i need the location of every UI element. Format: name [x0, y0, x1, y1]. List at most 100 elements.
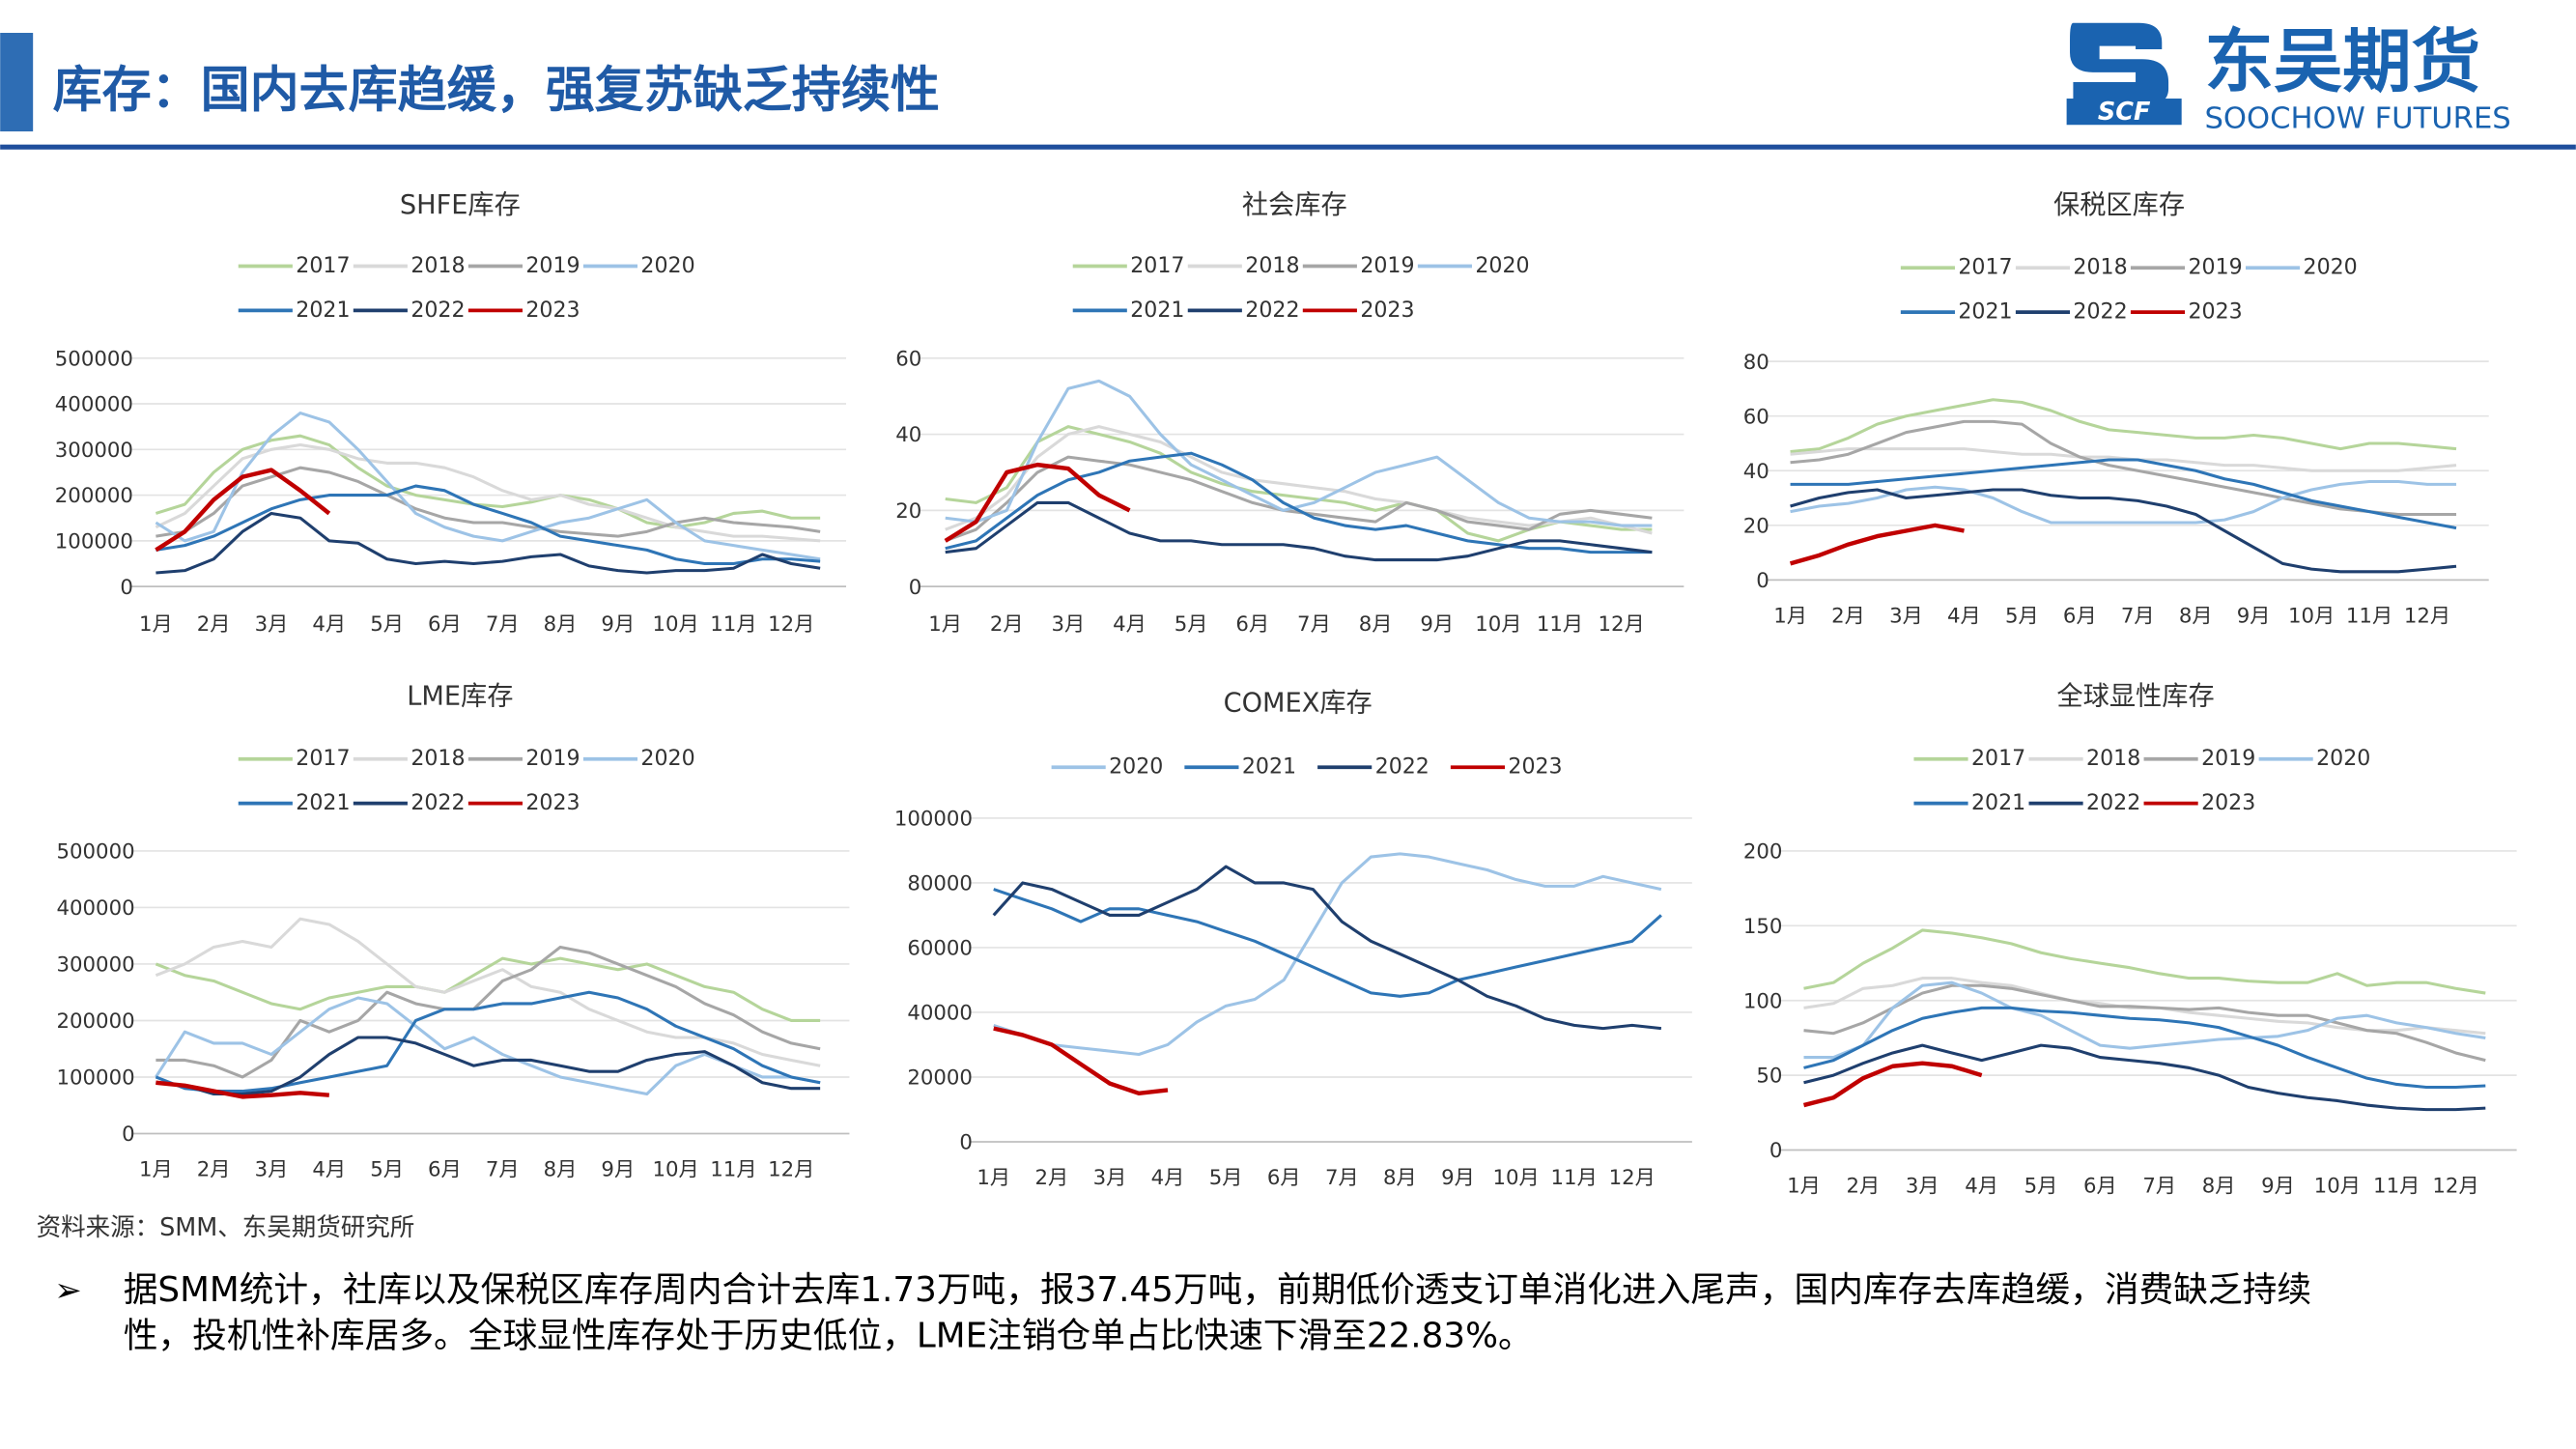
legend-label: 2021 [296, 790, 350, 815]
y-tick-label: 400000 [56, 896, 134, 921]
x-tick-label: 5月 [2024, 1175, 2058, 1199]
x-tick-label: 5月 [1209, 1166, 1243, 1190]
x-tick-label: 2月 [1034, 1166, 1068, 1190]
legend-label: 2019 [1360, 253, 1414, 278]
y-tick-label: 60 [1743, 405, 1769, 429]
y-tick-label: 0 [122, 1122, 135, 1147]
x-tick-label: 3月 [1093, 1166, 1127, 1190]
x-tick-label: 5月 [2005, 605, 2039, 629]
y-tick-label: 60 [895, 347, 921, 371]
legend-label: 2021 [1130, 298, 1184, 323]
y-tick-label: 40 [1743, 460, 1769, 484]
series-line [1790, 479, 2457, 525]
x-tick-label: 1月 [977, 1166, 1010, 1190]
bullet: ➢ [54, 1271, 82, 1310]
legend-label: 2022 [2073, 299, 2127, 325]
legend-label: 2023 [1508, 754, 1562, 780]
x-tick-label: 8月 [2202, 1175, 2236, 1199]
x-tick-label: 9月 [2261, 1175, 2295, 1199]
x-tick-label: 8月 [544, 612, 578, 637]
legend-label: 2018 [2086, 746, 2140, 771]
x-tick-label: 2月 [197, 612, 231, 637]
legend-label: 2019 [2188, 255, 2242, 280]
x-tick-label: 4月 [312, 1158, 346, 1182]
x-tick-label: 4月 [1965, 1175, 1998, 1199]
y-tick-label: 0 [1769, 1139, 1783, 1163]
x-tick-label: 7月 [2121, 605, 2155, 629]
series-line [944, 462, 1131, 543]
x-tick-label: 9月 [601, 1158, 635, 1182]
chart: 保税区库存 0 20 40 60 80 1月 2月 3月 4月 5月 6月 7月 8月 9月 10月 11月 12… [1743, 190, 2489, 629]
y-tick-label: 300000 [55, 439, 133, 463]
x-tick-label: 1月 [1773, 605, 1807, 629]
series-line [155, 996, 821, 1096]
series-line [156, 1036, 821, 1096]
x-tick-label: 11月 [1551, 1166, 1598, 1190]
x-tick-label: 7月 [486, 1158, 520, 1182]
x-tick-label: 12月 [1609, 1166, 1656, 1190]
x-tick-label: 9月 [1441, 1166, 1475, 1190]
legend-label: 2017 [1958, 255, 2012, 280]
y-tick-label: 200000 [55, 484, 133, 508]
legend-label: 2023 [2188, 299, 2242, 325]
legend-label: 2018 [2073, 255, 2127, 280]
x-tick-label: 7月 [1325, 1166, 1359, 1190]
chart: SHFE库存 0 100000 200000 300000 400000 500000 1月 2… [55, 190, 847, 637]
logo-english: SOOCHOW FUTURES [2204, 102, 2510, 136]
x-tick-label: 3月 [1906, 1175, 1939, 1199]
series-line [945, 455, 1653, 543]
series-line [156, 511, 821, 575]
x-tick-label: 1月 [928, 612, 962, 637]
y-tick-label: 20 [895, 499, 921, 524]
x-tick-label: 12月 [2404, 605, 2450, 629]
series-line [945, 379, 1653, 527]
legend-label: 2021 [1242, 754, 1296, 780]
x-tick-label: 4月 [312, 612, 346, 637]
legend-label: 2017 [1971, 746, 2025, 771]
series-line [1803, 983, 2486, 1063]
y-tick-label: 500000 [56, 840, 134, 865]
legend-label: 2017 [1130, 253, 1184, 278]
x-tick-label: 10月 [652, 612, 698, 637]
legend-label: 2018 [410, 746, 465, 771]
x-tick-label: 5月 [370, 1158, 404, 1182]
legend-label: 2023 [525, 298, 580, 323]
x-tick-label: 8月 [2179, 605, 2213, 629]
series-line [155, 468, 331, 553]
series-line [155, 443, 821, 543]
legend-label: 2023 [1360, 298, 1414, 323]
legend-label: 2022 [1375, 754, 1430, 780]
y-tick-label: 20000 [907, 1066, 973, 1091]
y-tick-label: 150 [1743, 915, 1783, 939]
y-tick-label: 200 [1743, 840, 1783, 865]
y-tick-label: 50 [1756, 1065, 1782, 1089]
series-line [993, 888, 1662, 998]
x-tick-label: 2月 [1847, 1175, 1881, 1199]
chart-title: SHFE库存 [400, 190, 521, 220]
y-tick-label: 100 [1743, 989, 1783, 1013]
y-tick-label: 500000 [55, 347, 133, 371]
y-tick-label: 300000 [56, 953, 134, 978]
series-line [1803, 980, 2486, 1060]
legend-label: 2020 [640, 746, 694, 771]
chart-title: LME库存 [407, 682, 513, 712]
x-tick-label: 6月 [428, 612, 462, 637]
x-tick-label: 10月 [652, 1158, 698, 1182]
x-tick-label: 6月 [428, 1158, 462, 1182]
x-tick-label: 10月 [1475, 612, 1521, 637]
x-tick-label: 8月 [1383, 1166, 1417, 1190]
y-tick-label: 400000 [55, 393, 133, 417]
y-tick-label: 100000 [894, 808, 973, 832]
series-line [156, 1080, 329, 1099]
legend-label: 2018 [1245, 253, 1299, 278]
x-tick-label: 6月 [1235, 612, 1269, 637]
legend-label: 2019 [2201, 746, 2255, 771]
x-tick-label: 3月 [1889, 605, 1923, 629]
series-line [156, 945, 821, 1079]
x-tick-label: 10月 [2288, 605, 2335, 629]
x-tick-label: 9月 [2237, 605, 2271, 629]
header-accent [0, 33, 34, 132]
x-tick-label: 3月 [1052, 612, 1086, 637]
x-tick-label: 4月 [1947, 605, 1981, 629]
x-tick-label: 12月 [768, 612, 814, 637]
